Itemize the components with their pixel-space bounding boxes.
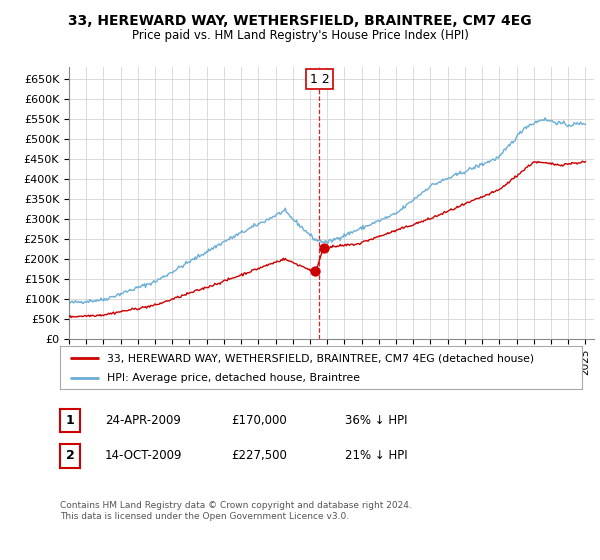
- Text: HPI: Average price, detached house, Braintree: HPI: Average price, detached house, Brai…: [107, 374, 360, 384]
- Text: £227,500: £227,500: [231, 449, 287, 463]
- Text: £170,000: £170,000: [231, 414, 287, 427]
- Text: 36% ↓ HPI: 36% ↓ HPI: [345, 414, 407, 427]
- Text: 1: 1: [65, 414, 74, 427]
- Text: 2: 2: [65, 449, 74, 463]
- Text: 14-OCT-2009: 14-OCT-2009: [105, 449, 182, 463]
- Text: 33, HEREWARD WAY, WETHERSFIELD, BRAINTREE, CM7 4EG: 33, HEREWARD WAY, WETHERSFIELD, BRAINTRE…: [68, 14, 532, 28]
- Text: 33, HEREWARD WAY, WETHERSFIELD, BRAINTREE, CM7 4EG (detached house): 33, HEREWARD WAY, WETHERSFIELD, BRAINTRE…: [107, 353, 534, 363]
- Point: [319, 244, 328, 253]
- Point: [311, 267, 320, 276]
- Text: 21% ↓ HPI: 21% ↓ HPI: [345, 449, 407, 463]
- Text: Contains HM Land Registry data © Crown copyright and database right 2024.
This d: Contains HM Land Registry data © Crown c…: [60, 501, 412, 521]
- Text: Price paid vs. HM Land Registry's House Price Index (HPI): Price paid vs. HM Land Registry's House …: [131, 29, 469, 42]
- Text: 24-APR-2009: 24-APR-2009: [105, 414, 181, 427]
- Text: 1 2: 1 2: [310, 73, 329, 86]
